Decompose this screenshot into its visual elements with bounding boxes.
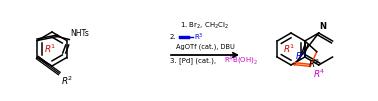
Text: N: N [320, 22, 327, 31]
Text: $R^1$: $R^1$ [284, 43, 296, 55]
Text: $R^2$: $R^2$ [61, 75, 74, 87]
Text: R$^3$: R$^3$ [194, 31, 204, 43]
Text: $R^1$: $R^1$ [44, 43, 57, 55]
Text: 1. Br$_2$, CH$_2$Cl$_2$: 1. Br$_2$, CH$_2$Cl$_2$ [180, 21, 230, 31]
Text: $R^3$: $R^3$ [295, 49, 308, 62]
Text: $R^4$: $R^4$ [313, 68, 326, 80]
Text: 2.: 2. [170, 34, 177, 40]
Text: 3. [Pd] (cat.),: 3. [Pd] (cat.), [170, 58, 218, 64]
Text: AgOTf (cat.), DBU: AgOTf (cat.), DBU [175, 44, 234, 50]
Text: R$^4$B(OH)$_2$: R$^4$B(OH)$_2$ [224, 55, 258, 67]
Text: $R^2$: $R^2$ [308, 58, 320, 70]
Text: NHTs: NHTs [70, 29, 89, 38]
